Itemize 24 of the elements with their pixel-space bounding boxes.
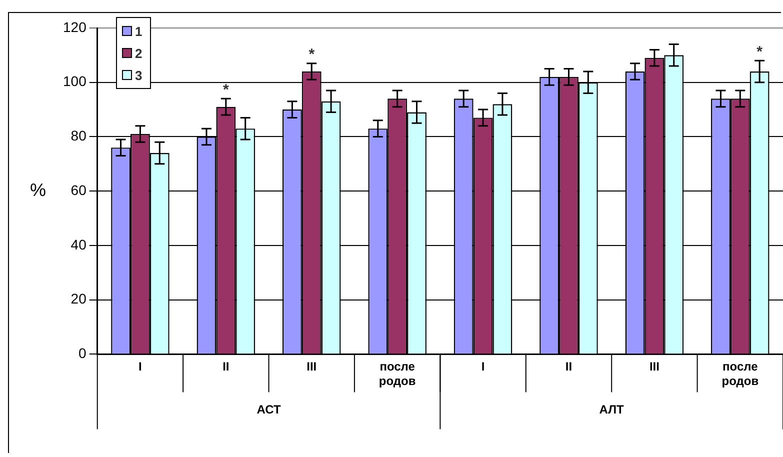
x-tick-label: после родов <box>378 360 416 388</box>
y-tick-label: 40 <box>70 236 87 252</box>
data-label: * <box>756 43 763 60</box>
legend-label: 1 <box>134 22 142 40</box>
x-tick-label: I <box>481 360 485 374</box>
data-label: * <box>308 46 315 63</box>
y-tick-label: 0 <box>78 345 87 362</box>
x-tick-label: III <box>649 360 660 374</box>
x-tick-label: II <box>222 360 230 374</box>
y-tick-label: 120 <box>63 18 87 35</box>
x-tick-label: III <box>306 360 317 374</box>
x-tick-label: II <box>565 360 572 374</box>
y-tick-label: 60 <box>70 182 87 198</box>
x-tick-label: после родов <box>722 360 759 388</box>
y-tick-label: 100 <box>63 73 87 90</box>
y-axis-title: % <box>30 180 46 200</box>
data-label: * <box>222 81 229 98</box>
x-tick-label: I <box>138 360 142 374</box>
text: АЛТ <box>599 402 625 417</box>
legend-label: 3 <box>134 66 142 84</box>
y-tick-label: 80 <box>70 128 87 144</box>
y-tick-label: 20 <box>70 290 87 307</box>
text: АСТ <box>256 402 282 417</box>
legend-label: 2 <box>134 44 142 62</box>
